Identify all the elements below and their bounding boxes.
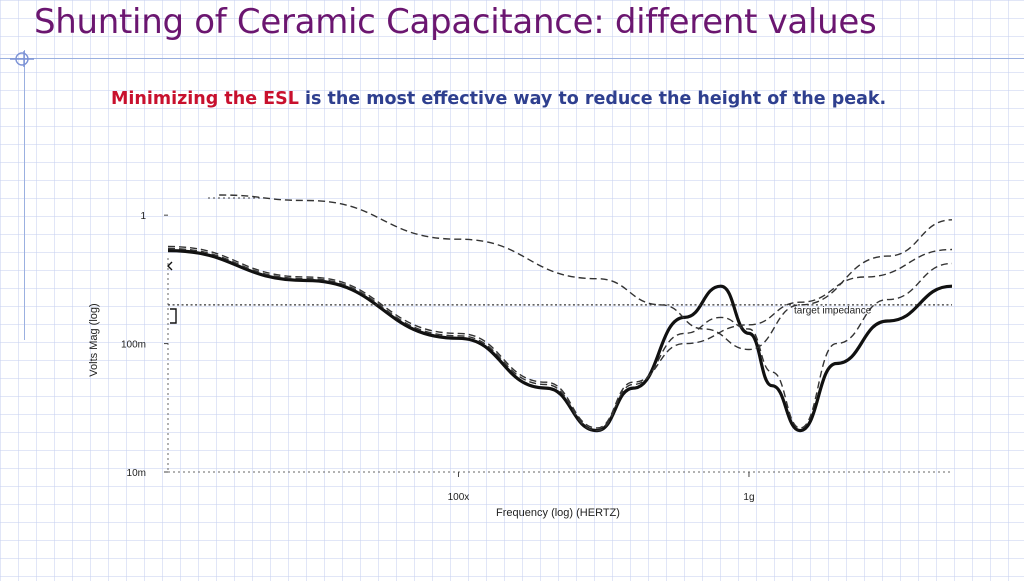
chart-series: [167, 194, 953, 433]
series-line-thick-0: [167, 249, 953, 433]
slide-subtitle: Minimizing the ESL is the most effective…: [111, 89, 886, 109]
y-tick-label: 100m: [121, 340, 146, 351]
y-tick-label: 1: [140, 211, 146, 222]
series-line-dashed-1: [167, 245, 953, 429]
x-axis-label: Frequency (log) (HERTZ): [496, 507, 620, 519]
x-tick-label: 1g: [743, 492, 754, 503]
title-divider: [0, 58, 1024, 59]
target-impedance-annotation: target impedance: [794, 306, 872, 317]
series-marker-top: [167, 261, 173, 271]
series-marker-mid: [170, 308, 177, 324]
chart-ticks: 1 100m 10m 100x 1g: [121, 211, 755, 503]
side-divider: [24, 50, 25, 340]
chart-grid: [167, 197, 952, 473]
subtitle-text: is the most effective way to reduce the …: [298, 89, 887, 109]
x-tick-label: 100x: [448, 492, 470, 503]
bullet-ornament-icon: [10, 51, 34, 67]
y-axis-label: Volts Mag (log): [88, 303, 100, 376]
slide-title: Shunting of Ceramic Capacitance: differe…: [34, 2, 877, 42]
series-line-dashed-3: [219, 194, 953, 351]
y-tick-label: 10m: [127, 468, 146, 479]
subtitle-highlight: Minimizing the ESL: [111, 89, 299, 109]
